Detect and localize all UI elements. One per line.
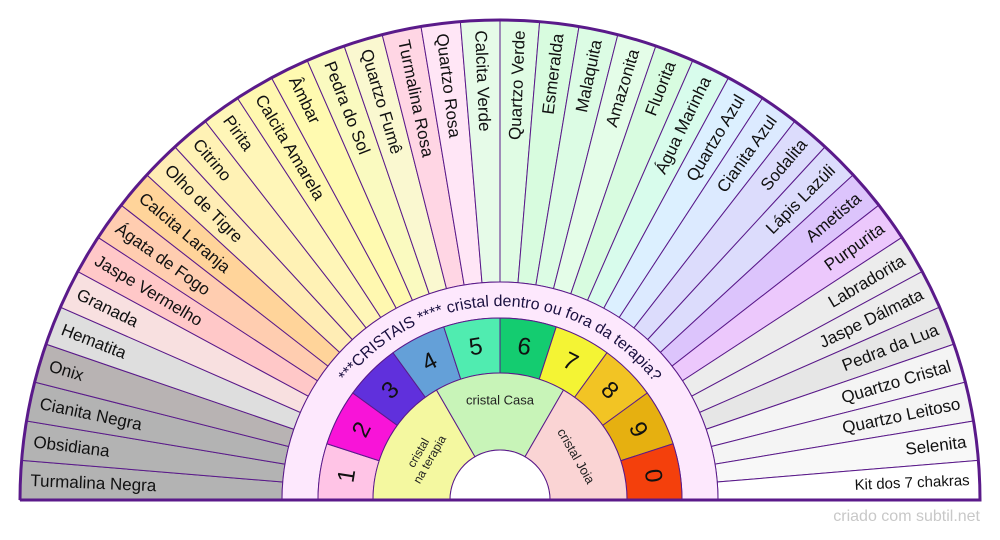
number-label: 1 xyxy=(333,467,362,484)
crystal-label: Quartzo Verde xyxy=(505,30,529,140)
watermark: criado com subtil.net xyxy=(833,508,980,525)
crystal-label: Calcita Verde xyxy=(471,30,494,132)
center-hole xyxy=(449,449,551,501)
outer-border xyxy=(18,18,982,502)
number-label: 5 xyxy=(467,333,484,362)
crystal-label: Kit dos 7 chakras xyxy=(854,472,970,494)
category-label-line: cristal Casa xyxy=(466,393,535,408)
number-label: 6 xyxy=(516,333,533,362)
category-label: cristal Casa xyxy=(466,393,535,408)
number-label: 0 xyxy=(639,467,668,484)
